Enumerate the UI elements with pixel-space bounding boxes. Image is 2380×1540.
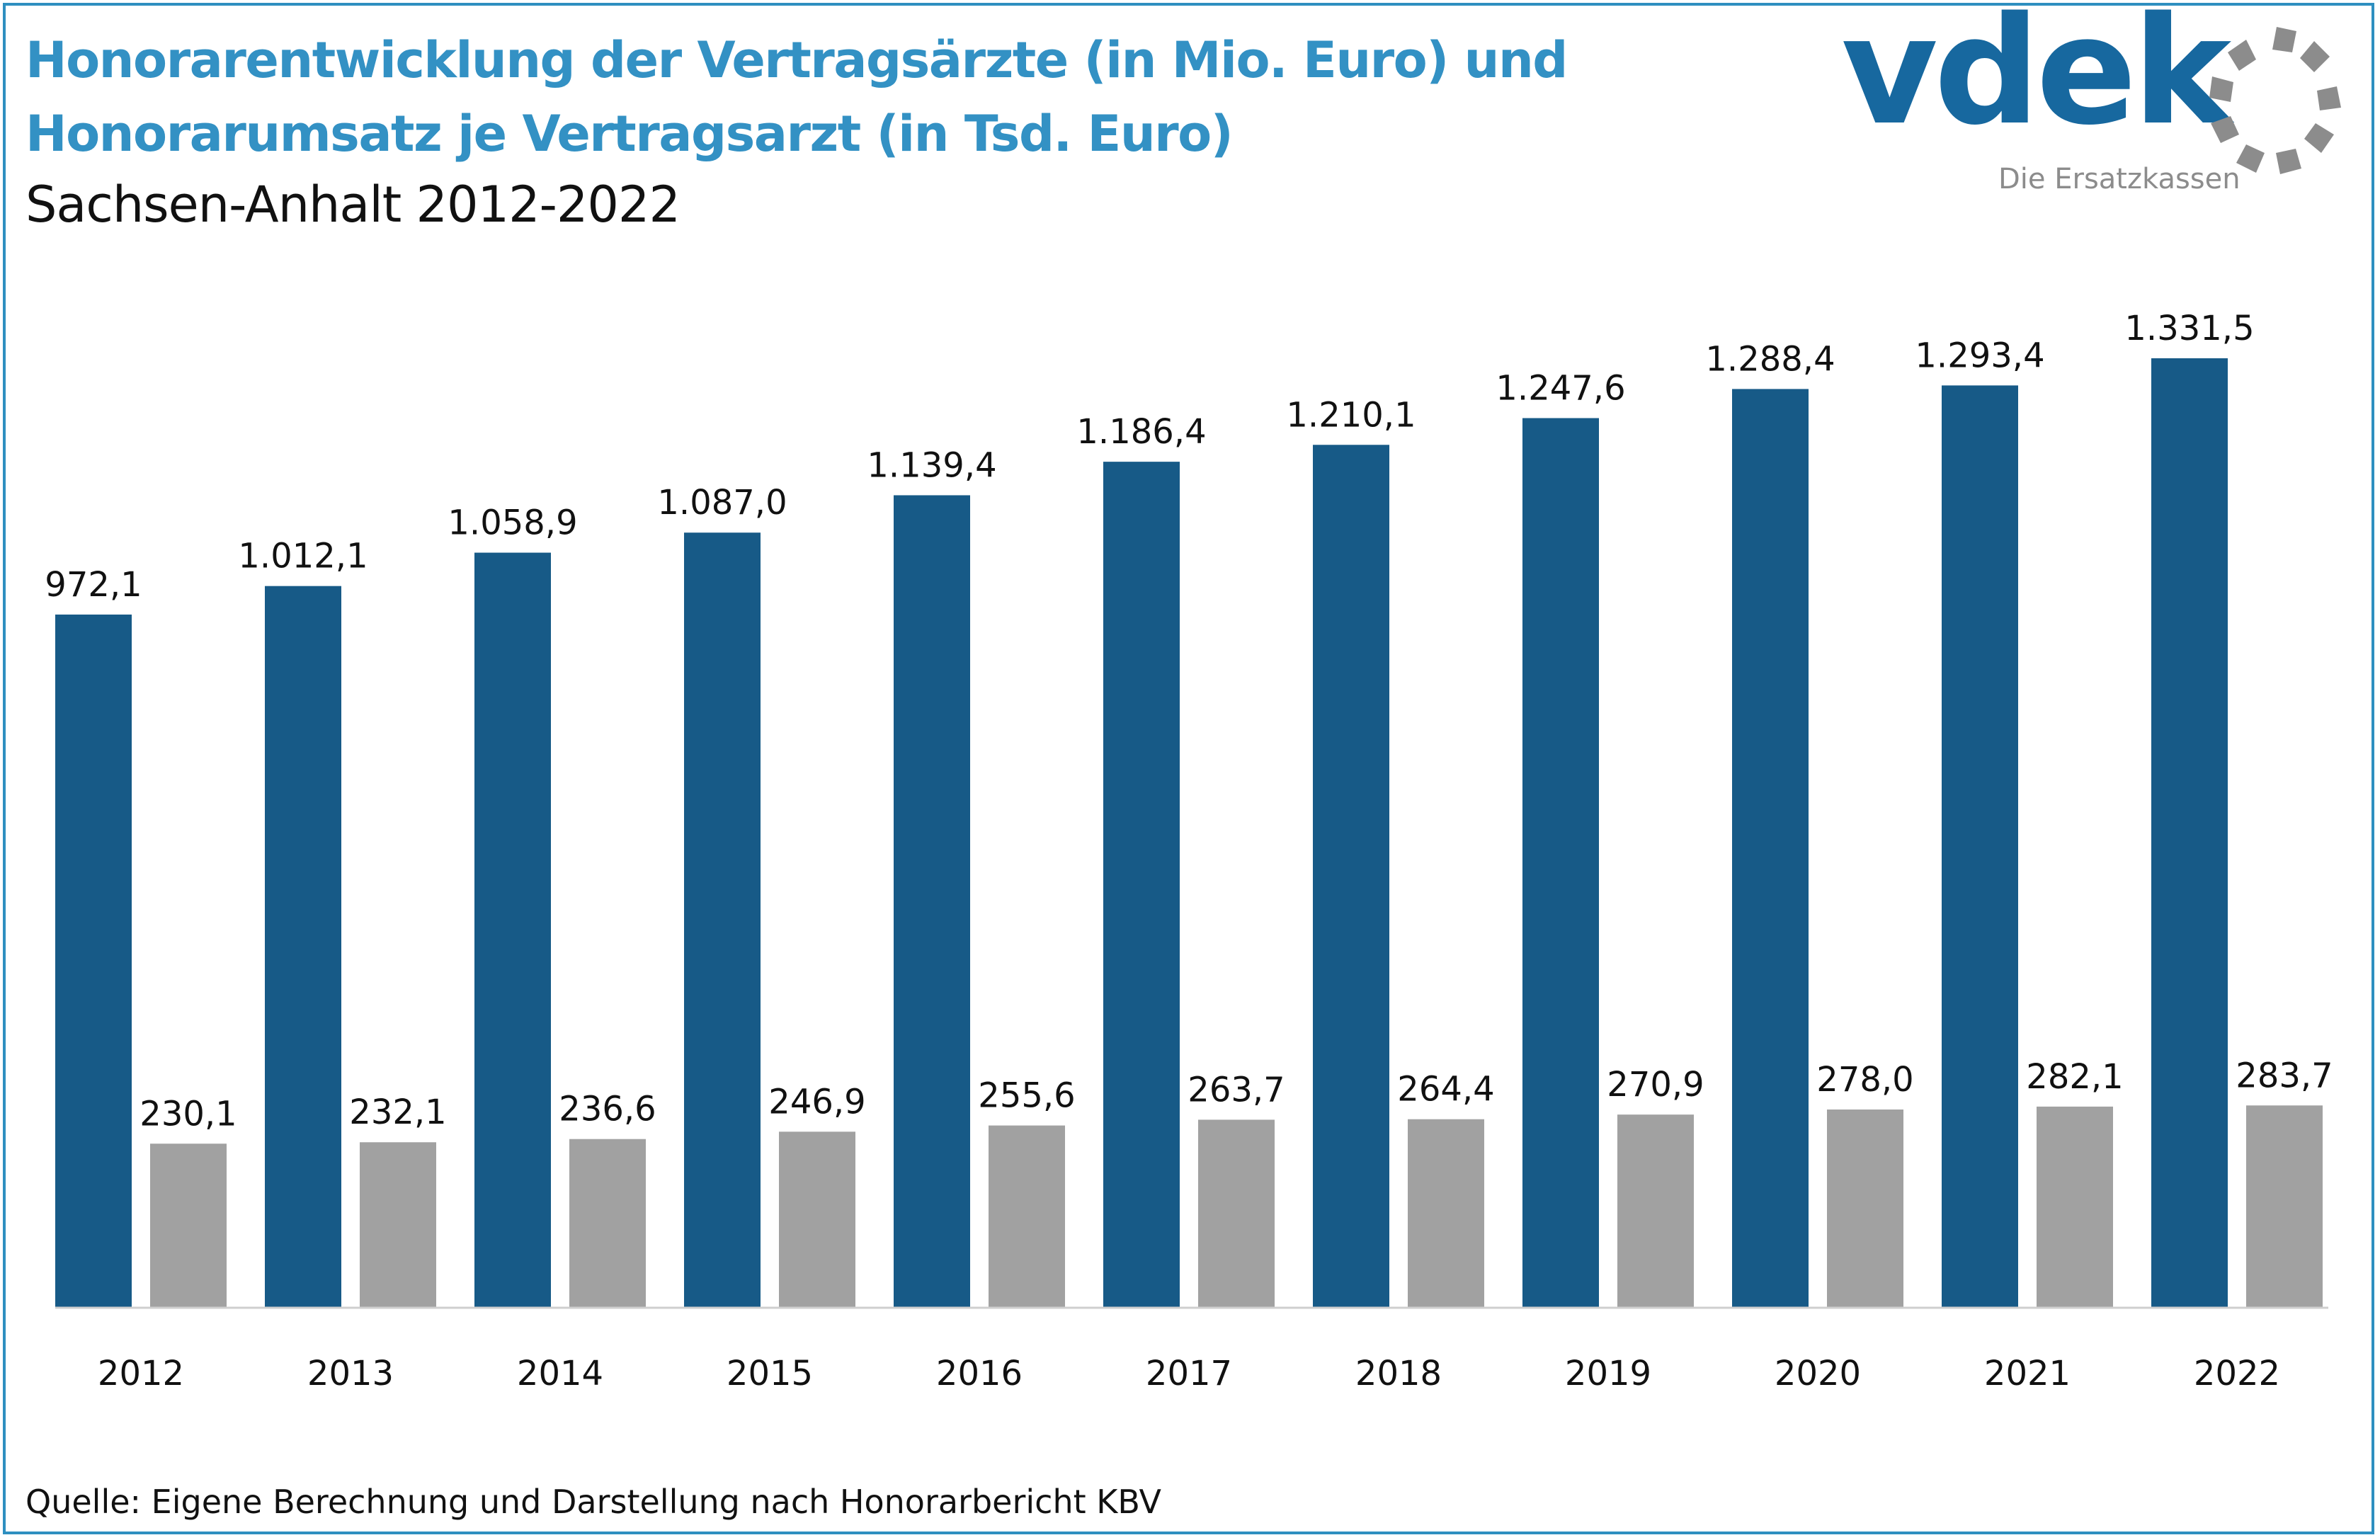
bar-series2-2012 [150, 1143, 227, 1308]
bar-series1-2012 [55, 614, 132, 1308]
bar-series2-2022 [2246, 1105, 2323, 1308]
bar-series2-2015 [779, 1131, 855, 1308]
bar-series2-2020 [1827, 1110, 1903, 1308]
data-label-series1-2017: 1.186,4 [1076, 412, 1206, 452]
x-tick-label-2013: 2013 [307, 1354, 394, 1393]
data-label-series2-2020: 278,0 [1816, 1060, 1913, 1100]
bar-series1-2020 [1732, 389, 1809, 1308]
x-tick-label-2012: 2012 [98, 1354, 184, 1393]
bar-series1-2015 [684, 532, 761, 1308]
chart-title-line-1: Honorarentwicklung der Vertragsärzte (in… [25, 31, 1568, 89]
data-label-series2-2018: 264,4 [1397, 1070, 1494, 1110]
chart-subtitle: Sachsen-Anhalt 2012-2022 [25, 176, 681, 234]
data-label-series1-2015: 1.087,0 [657, 483, 787, 523]
x-tick-label-2017: 2017 [1146, 1354, 1232, 1393]
x-tick-label-2014: 2014 [517, 1354, 603, 1393]
bar-series2-2019 [1617, 1114, 1694, 1308]
data-label-series1-2020: 1.288,4 [1705, 339, 1835, 379]
x-tick-label-2018: 2018 [1355, 1354, 1442, 1393]
data-label-series1-2013: 1.012,1 [238, 537, 368, 576]
bar-series1-2018 [1313, 445, 1389, 1308]
bar-series2-2017 [1198, 1119, 1275, 1308]
logo-wordmark: vdek [1841, 0, 2231, 158]
data-label-series2-2016: 255,6 [978, 1076, 1075, 1116]
data-label-series1-2012: 972,1 [45, 565, 142, 605]
source-note: Quelle: Eigene Berechnung und Darstellun… [25, 1483, 1162, 1521]
bar-series1-2022 [2151, 358, 2228, 1308]
data-label-series1-2014: 1.058,9 [448, 503, 577, 543]
data-label-series1-2019: 1.247,6 [1496, 368, 1625, 408]
x-tick-label-2022: 2022 [2194, 1354, 2280, 1393]
data-label-series2-2019: 270,9 [1607, 1065, 1704, 1105]
data-label-series1-2018: 1.210,1 [1286, 395, 1416, 435]
data-label-series2-2021: 282,1 [2026, 1057, 2123, 1097]
chart-title-line-2: Honorarumsatz je Vertragsarzt (in Tsd. E… [25, 105, 1234, 163]
bar-series1-2016 [894, 495, 970, 1308]
x-tick-label-2015: 2015 [727, 1354, 813, 1393]
bar-series2-2014 [569, 1139, 646, 1308]
bar-series2-2016 [989, 1125, 1065, 1308]
bar-series2-2018 [1408, 1119, 1484, 1308]
bar-series1-2017 [1103, 462, 1180, 1308]
data-label-series2-2017: 263,7 [1188, 1070, 1285, 1110]
bar-series2-2013 [360, 1142, 436, 1308]
bar-series1-2019 [1522, 418, 1599, 1308]
data-label-series2-2013: 232,1 [349, 1093, 446, 1132]
bar-series2-2021 [2037, 1106, 2113, 1308]
vdek-logo: vdek Die Ersatzkassen [1841, 0, 2358, 205]
x-tick-label-2020: 2020 [1775, 1354, 1861, 1393]
data-label-series2-2012: 230,1 [140, 1094, 237, 1134]
data-label-series1-2021: 1.293,4 [1915, 336, 2044, 375]
data-label-series1-2016: 1.139,4 [867, 445, 996, 485]
data-label-series1-2022: 1.331,5 [2124, 309, 2254, 348]
bar-series1-2014 [474, 552, 551, 1308]
x-tick-label-2016: 2016 [936, 1354, 1023, 1393]
data-label-series2-2014: 236,6 [559, 1090, 656, 1129]
data-label-series2-2022: 283,7 [2236, 1056, 2333, 1095]
logo-ring-icon [2209, 27, 2341, 174]
bar-series1-2013 [265, 586, 341, 1308]
x-tick-label-2019: 2019 [1565, 1354, 1651, 1393]
data-label-series2-2015: 246,9 [768, 1082, 865, 1122]
logo-tagline: Die Ersatzkassen [1998, 163, 2240, 195]
bar-series1-2021 [1942, 385, 2018, 1308]
x-tick-label-2021: 2021 [1984, 1354, 2071, 1393]
